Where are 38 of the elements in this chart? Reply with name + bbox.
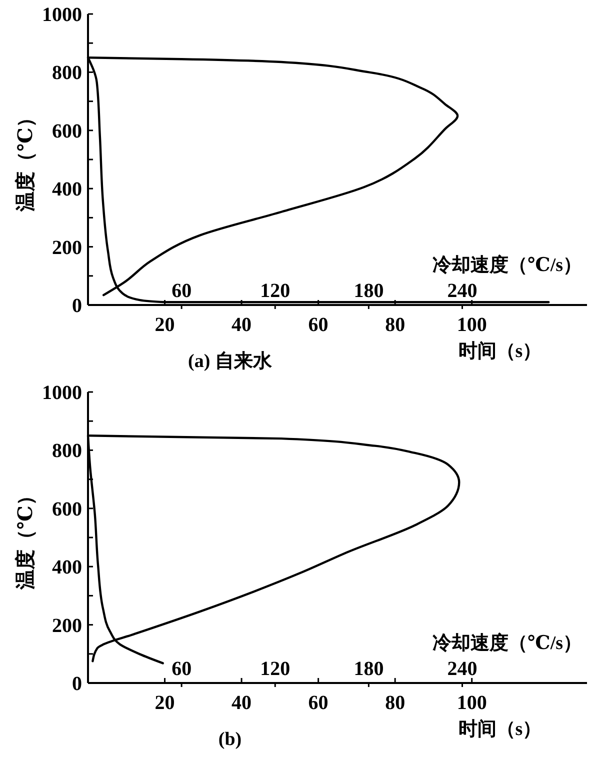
y-tick-label: 1000 — [42, 4, 82, 26]
x2-tick-label: 60 — [172, 658, 192, 680]
y-tick-label: 600 — [52, 498, 82, 520]
text: (a) 自来水 — [188, 350, 273, 372]
y-axis-title: 温度（℃） — [14, 486, 37, 590]
x-tick-label: 40 — [232, 314, 252, 336]
x-tick-label: 60 — [308, 314, 328, 336]
x-axis-title: 时间（s） — [458, 340, 542, 362]
x-tick-label: 20 — [154, 314, 175, 336]
y-tick-label: 1000 — [42, 382, 82, 404]
x2-tick-label: 240 — [447, 280, 478, 302]
x2-tick-label: 180 — [354, 658, 384, 680]
x-tick-label: 60 — [308, 692, 328, 714]
text: (b) — [218, 729, 242, 750]
y-axis-title: 温度（℃） — [14, 108, 37, 212]
x2-tick-label: 120 — [260, 658, 290, 680]
x-tick-label: 80 — [385, 314, 406, 336]
x-tick-label: 100 — [456, 314, 487, 336]
y-tick-label: 0 — [72, 295, 82, 317]
y-tick-label: 0 — [72, 673, 82, 695]
y-tick-label: 400 — [52, 556, 82, 579]
y-tick-label: 400 — [52, 178, 82, 201]
y-tick-label: 800 — [52, 62, 82, 84]
y-tick-label: 600 — [52, 120, 82, 142]
y-tick-label: 200 — [52, 614, 82, 637]
x2-axis-title: 冷却速度（℃/s） — [432, 632, 582, 654]
x2-tick-label: 120 — [260, 280, 290, 302]
x2-tick-label: 240 — [447, 658, 478, 680]
y-tick-label: 200 — [52, 236, 82, 259]
x-tick-label: 40 — [232, 692, 252, 714]
x-tick-label: 100 — [456, 692, 487, 714]
x2-tick-label: 180 — [354, 280, 384, 302]
x2-axis-title: 冷却速度（℃/s） — [432, 254, 582, 276]
x-tick-label: 20 — [154, 692, 175, 714]
x2-tick-label: 60 — [172, 280, 192, 302]
x-axis-title: 时间（s） — [458, 718, 542, 740]
x-tick-label: 80 — [385, 692, 406, 714]
y-tick-label: 800 — [52, 440, 82, 462]
